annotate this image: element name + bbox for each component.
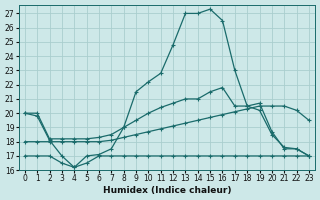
X-axis label: Humidex (Indice chaleur): Humidex (Indice chaleur) (103, 186, 231, 195)
